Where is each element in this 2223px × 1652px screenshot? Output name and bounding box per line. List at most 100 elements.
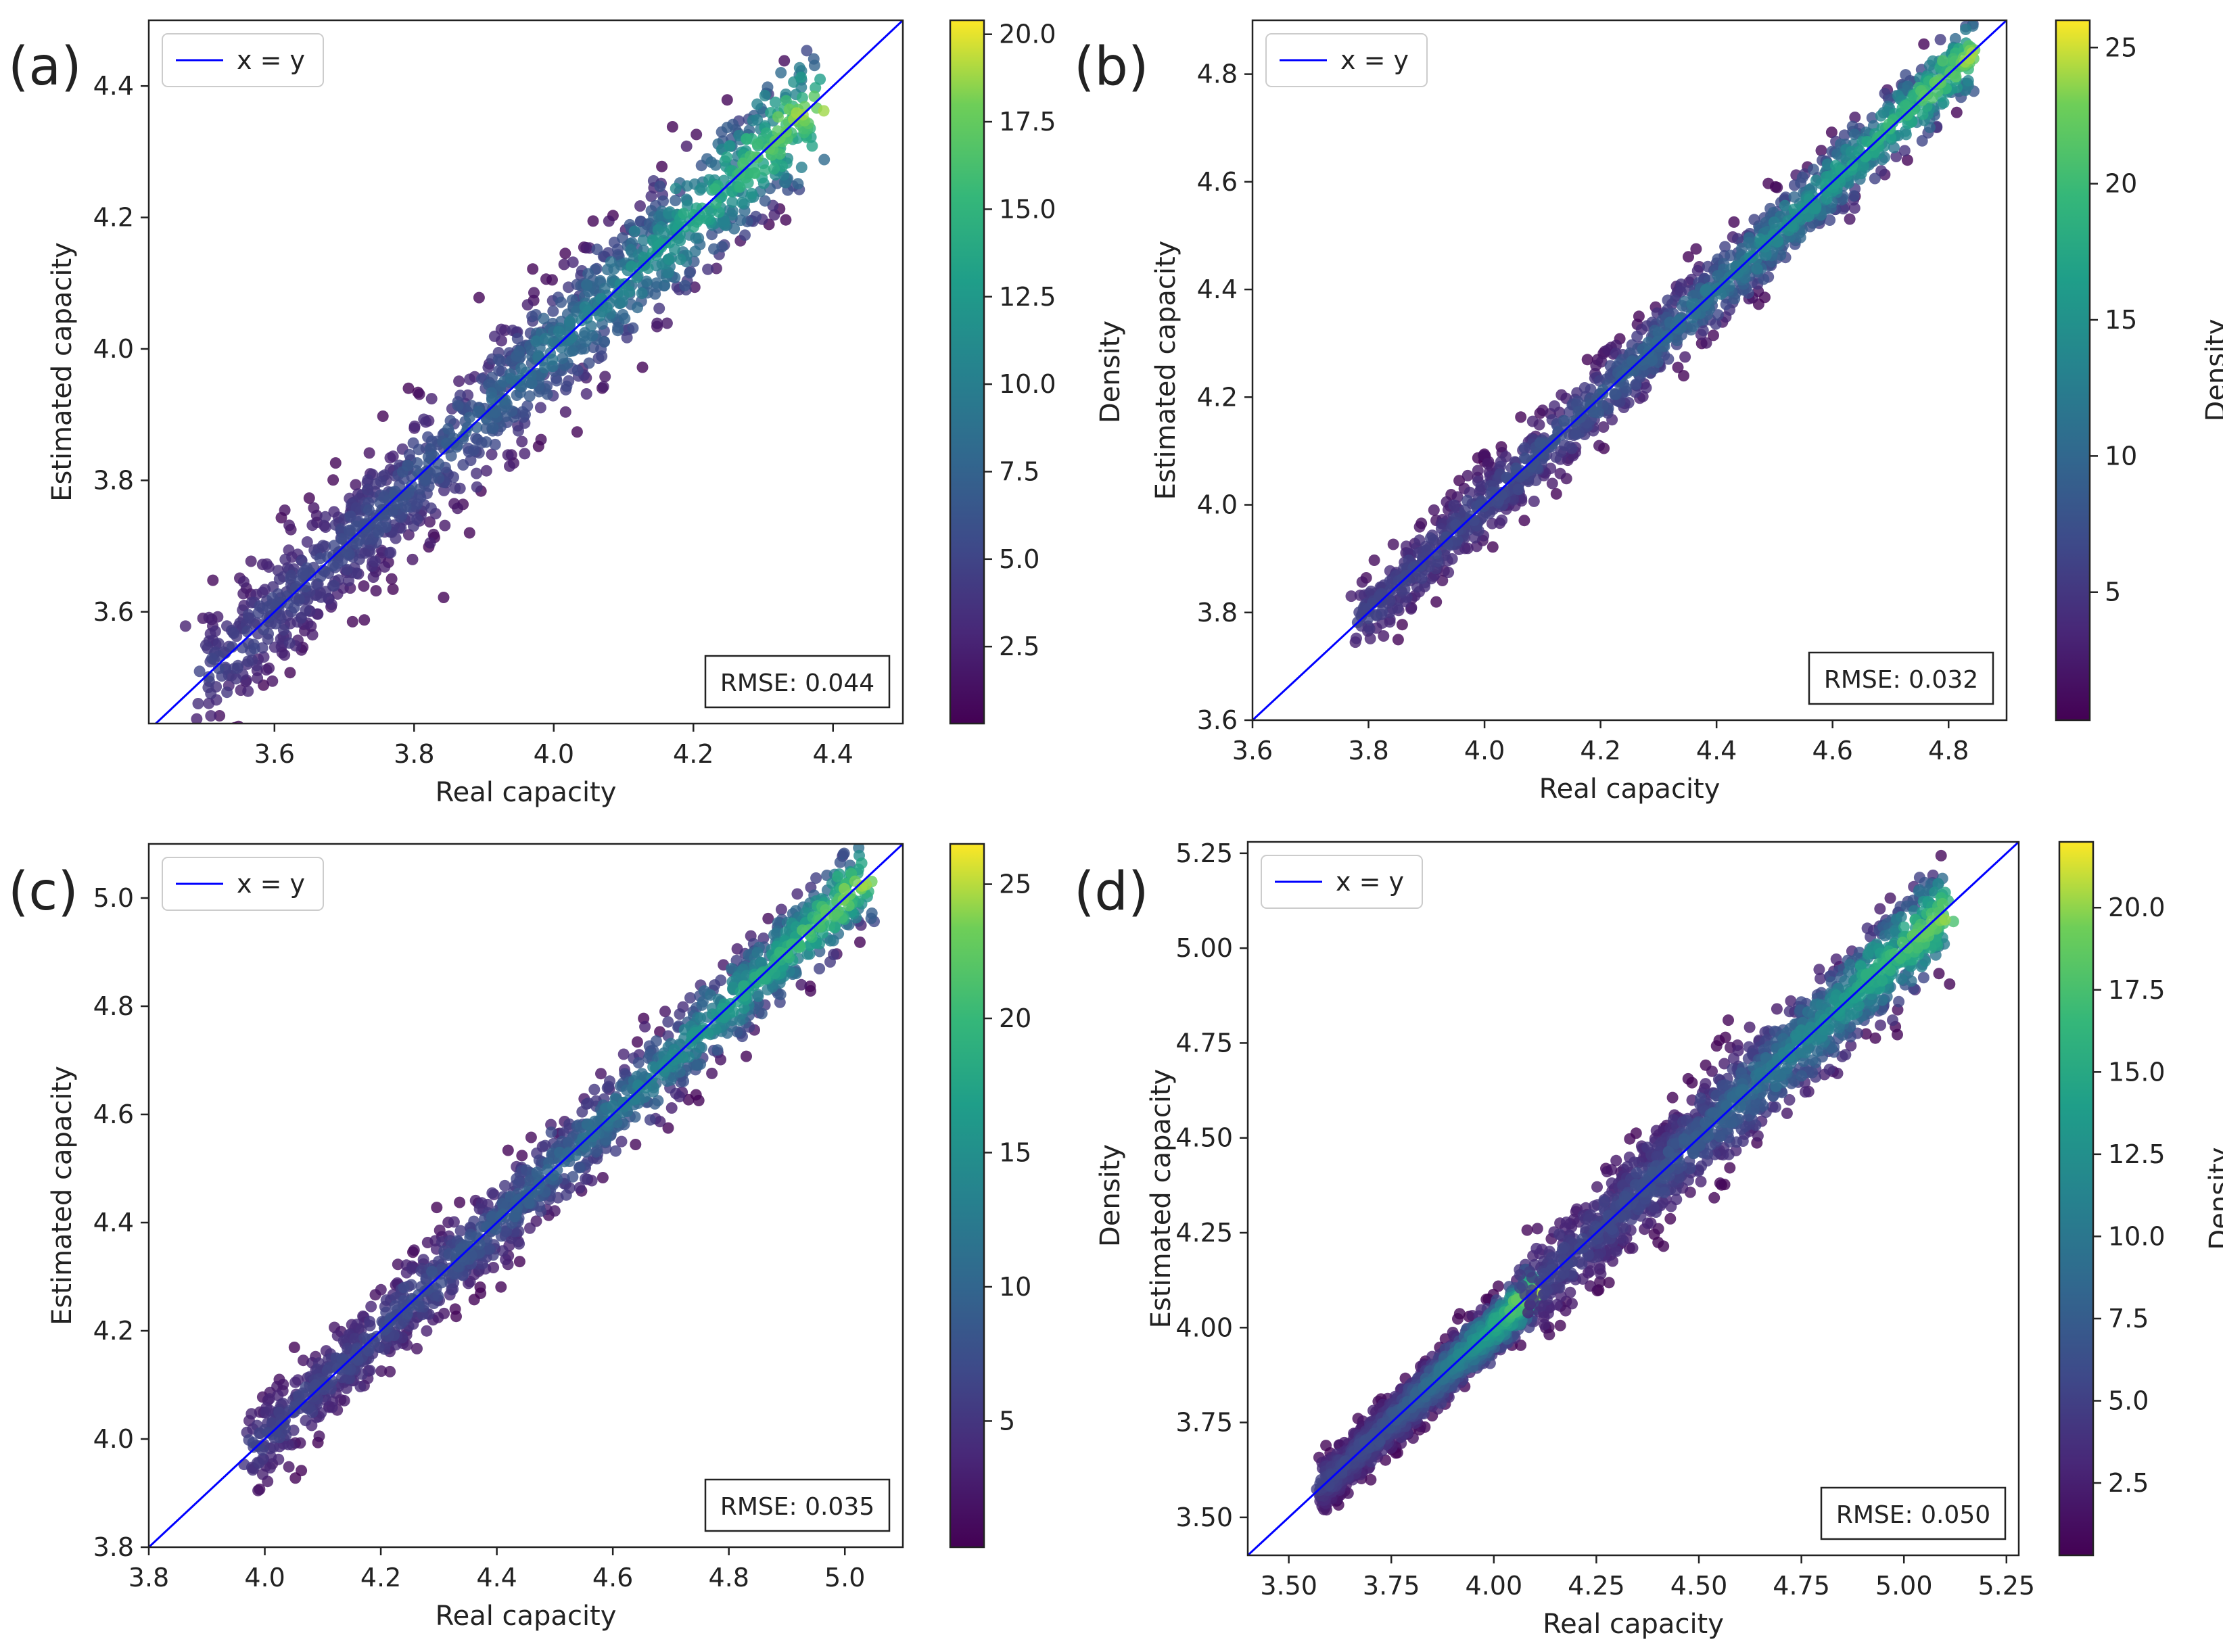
scatter-point bbox=[583, 357, 595, 369]
scatter-point bbox=[1700, 337, 1712, 349]
scatter-point bbox=[1461, 469, 1474, 481]
scatter-point bbox=[1487, 541, 1499, 553]
legend: x = y bbox=[1265, 33, 1428, 87]
scatter-point bbox=[1779, 199, 1791, 212]
scatter-point bbox=[721, 151, 733, 163]
scatter-point bbox=[1526, 415, 1539, 427]
y-axis-label: Estimated capacity bbox=[47, 242, 78, 502]
scatter-point bbox=[554, 1146, 566, 1158]
scatter-point bbox=[571, 426, 583, 438]
scatter-point bbox=[617, 308, 629, 321]
scatter-point bbox=[402, 529, 415, 541]
scatter-point bbox=[363, 447, 375, 459]
colorbar-tick-label: 25 bbox=[999, 870, 1031, 899]
scatter-point bbox=[632, 302, 643, 314]
scatter-point bbox=[300, 1415, 312, 1427]
scatter-point bbox=[560, 1189, 572, 1201]
scatter-point bbox=[242, 685, 254, 697]
scatter-point bbox=[1875, 110, 1887, 122]
scatter-point bbox=[408, 1244, 420, 1256]
scatter-point bbox=[814, 73, 826, 85]
scatter-point bbox=[486, 448, 498, 461]
colorbar-label: Density bbox=[1095, 1144, 1126, 1247]
scatter-point bbox=[513, 345, 525, 357]
scatter-point bbox=[644, 1114, 656, 1126]
x-tick-label: 4.6 bbox=[1812, 736, 1852, 765]
scatter-point bbox=[523, 1197, 535, 1209]
rmse-annotation: RMSE: 0.035 bbox=[704, 1478, 891, 1532]
scatter-point bbox=[511, 333, 523, 345]
rmse-box bbox=[1808, 651, 1994, 705]
y-tick-label: 4.2 bbox=[93, 1316, 134, 1346]
scatter-point bbox=[632, 1057, 645, 1069]
scatter-point bbox=[486, 1187, 498, 1199]
scatter-point bbox=[293, 593, 305, 605]
scatter-point bbox=[1345, 590, 1357, 603]
scatter-point bbox=[499, 1179, 511, 1191]
scatter-point bbox=[1609, 387, 1621, 400]
scatter-point bbox=[1581, 354, 1593, 366]
scatter-point bbox=[408, 420, 421, 432]
scatter-point bbox=[684, 992, 696, 1004]
scatter-point bbox=[652, 224, 664, 236]
colorbar-tick-label: 5 bbox=[999, 1406, 1015, 1436]
scatter-point bbox=[749, 151, 762, 163]
scatter-point bbox=[358, 580, 370, 592]
scatter-point bbox=[467, 444, 479, 456]
scatter-point bbox=[1835, 164, 1847, 176]
scatter-point bbox=[1728, 216, 1740, 228]
scatter-point bbox=[1829, 178, 1841, 189]
scatter-point bbox=[1683, 251, 1694, 263]
scatter-point bbox=[711, 1044, 724, 1056]
scatter-point bbox=[1810, 174, 1822, 187]
x-tick-label: 4.2 bbox=[673, 739, 713, 769]
x-tick-label: 4.4 bbox=[476, 1563, 517, 1592]
scatter-point bbox=[403, 448, 415, 461]
scatter-point bbox=[749, 167, 761, 179]
scatter-point bbox=[1574, 411, 1587, 423]
scatter-point bbox=[475, 1288, 487, 1299]
scatter-point bbox=[1570, 429, 1582, 440]
scatter-point bbox=[580, 1173, 591, 1185]
scatter-point bbox=[1950, 70, 1962, 82]
scatter-point bbox=[818, 105, 830, 117]
y-axis-label: Estimated capacity bbox=[1150, 241, 1181, 500]
scatter-point bbox=[1549, 400, 1560, 412]
scatter-point bbox=[346, 615, 358, 628]
scatter-point bbox=[587, 215, 599, 227]
scatter-point bbox=[1351, 632, 1362, 644]
scatter-point bbox=[856, 857, 868, 869]
scatter-point bbox=[335, 533, 348, 545]
scatter-point bbox=[603, 215, 615, 227]
rmse-box bbox=[704, 1478, 891, 1532]
scatter-point bbox=[795, 71, 807, 83]
scatter-point bbox=[1630, 378, 1642, 390]
scatter-point bbox=[650, 1035, 662, 1047]
scatter-point bbox=[1593, 440, 1605, 452]
x-tick-label: 4.6 bbox=[592, 1563, 633, 1592]
scatter-point bbox=[1443, 567, 1455, 578]
scatter-point bbox=[358, 614, 371, 626]
scatter-point bbox=[438, 592, 450, 603]
panel-label: (d) bbox=[1074, 862, 1148, 922]
scatter-point bbox=[285, 569, 297, 582]
scatter-point bbox=[814, 963, 826, 974]
scatter-point bbox=[367, 571, 379, 583]
scatter-point bbox=[525, 1131, 537, 1143]
scatter-point bbox=[242, 609, 254, 621]
scatter-point bbox=[327, 560, 339, 572]
scatter-point bbox=[810, 872, 822, 884]
scatter-point bbox=[1550, 451, 1562, 463]
scatter-point bbox=[1493, 1280, 1504, 1292]
scatter-point bbox=[374, 496, 386, 509]
scatter-point bbox=[1642, 337, 1654, 348]
scatter-point bbox=[1898, 145, 1911, 157]
scatter-point bbox=[780, 126, 792, 138]
scatter-point bbox=[349, 1332, 361, 1344]
scatter-point bbox=[588, 1083, 601, 1095]
x-axis-label: Real capacity bbox=[436, 1601, 617, 1632]
panel-c: (c)3.8 4.0 4.2 4.4 4.6 4.8 5.03.84.04.24.44.64… bbox=[8, 843, 1126, 1632]
scatter-point bbox=[496, 1245, 509, 1257]
x-tick-label: 5.0 bbox=[824, 1563, 865, 1592]
scatter-point bbox=[516, 406, 528, 418]
